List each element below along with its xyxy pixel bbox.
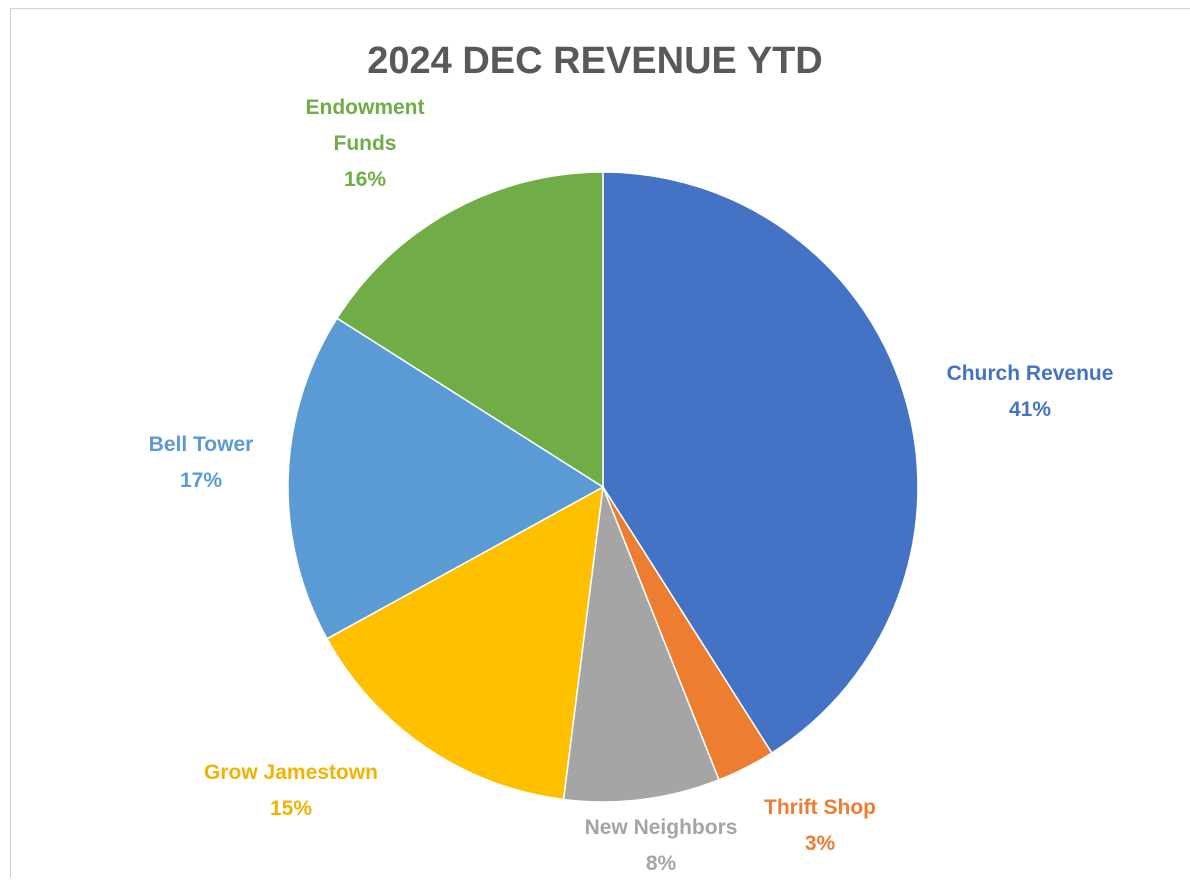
pie-slice [336,171,604,489]
value-label: 3% [804,832,836,855]
data-label: New Neighbors 8% [551,810,771,882]
chart-title: 2024 DEC REVENUE YTD [367,40,823,82]
pie-slice [325,485,604,801]
category-label: Grow Jamestown [204,761,378,784]
data-label: Bell Tower 17% [101,427,301,499]
category-label: Bell Tower [148,433,254,456]
value-label: 41% [1008,398,1052,421]
pie-slice [602,171,919,754]
pie-slice [562,486,720,803]
value-label: 17% [179,469,223,492]
value-label: 16% [343,168,387,191]
data-label: Thrift Shop 3% [720,790,920,862]
data-label: Grow Jamestown 15% [161,755,421,827]
data-label: Church Revenue 41% [900,356,1160,428]
category-label: Church Revenue [946,362,1114,385]
value-label: 8% [645,852,677,875]
data-label: Endowment Funds 16% [290,90,440,198]
category-label: Endowment Funds [305,96,425,155]
category-label: New Neighbors [584,816,738,839]
category-label: Thrift Shop [764,796,876,819]
pie-slice [287,317,605,640]
value-label: 15% [269,797,313,820]
chart-frame [10,8,1190,878]
